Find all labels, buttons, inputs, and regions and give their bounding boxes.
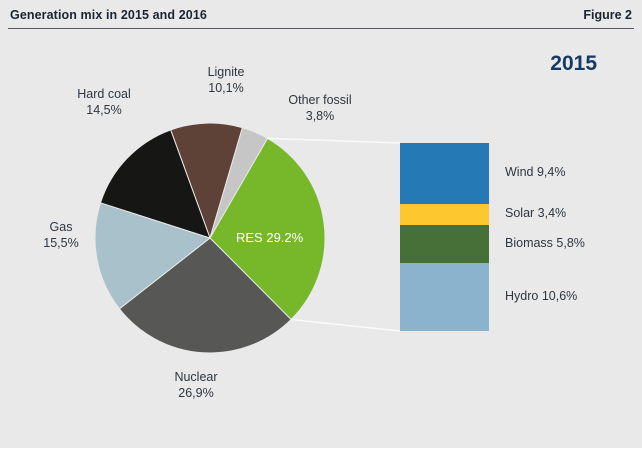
pie-label-hard-coal: Hard coal 14,5% [54, 86, 154, 118]
slice-percent: 26,9% [178, 386, 214, 400]
pie-label-res: RES 29.2% [236, 230, 304, 245]
slice-percent: 10,1% [208, 81, 244, 95]
bar-label-solar: Solar 3,4% [505, 206, 567, 220]
slice-name: Nuclear [174, 370, 218, 384]
res-breakdown-bar [400, 143, 489, 331]
bar-segment-solar [400, 203, 489, 226]
year-label: 2015 [550, 52, 597, 75]
slice-percent: 14,5% [86, 103, 122, 117]
pie-slice-gas [94, 202, 212, 310]
pie-slice-hard-coal [99, 129, 211, 239]
bar-label-biomass: Biomass 5,8% [505, 236, 585, 250]
pie-label-lignite: Lignite 10,1% [176, 64, 276, 96]
bar-label-hydro: Hydro 10,6% [505, 289, 578, 303]
slice-name: Gas [49, 220, 73, 234]
slice-name: Lignite [207, 65, 245, 79]
pie-label-nuclear: Nuclear 26,9% [146, 369, 246, 401]
slice-name: Other fossil [288, 93, 352, 107]
pie-slice-nuclear [118, 237, 292, 354]
pie-slice-res [209, 137, 326, 321]
connector-line-top [267, 137, 401, 144]
bar-segment-biomass [400, 225, 489, 263]
header-divider [8, 28, 634, 29]
slice-percent: 3,8% [305, 109, 335, 123]
figure-number-label: Figure 2 [583, 8, 632, 22]
slice-name: Hard coal [77, 87, 131, 101]
connector-line-bottom [291, 318, 401, 332]
slice-percent: 15,5% [43, 236, 79, 250]
pie-label-gas: Gas 15,5% [21, 219, 101, 251]
bar-label-wind: Wind 9,4% [505, 165, 566, 179]
bar-segment-wind [400, 143, 489, 204]
pie-label-other-fossil: Other fossil 3,8% [260, 92, 380, 124]
page-title: Generation mix in 2015 and 2016 [10, 8, 207, 22]
bar-segment-hydro [400, 262, 489, 331]
pie-slice-lignite [170, 122, 244, 240]
